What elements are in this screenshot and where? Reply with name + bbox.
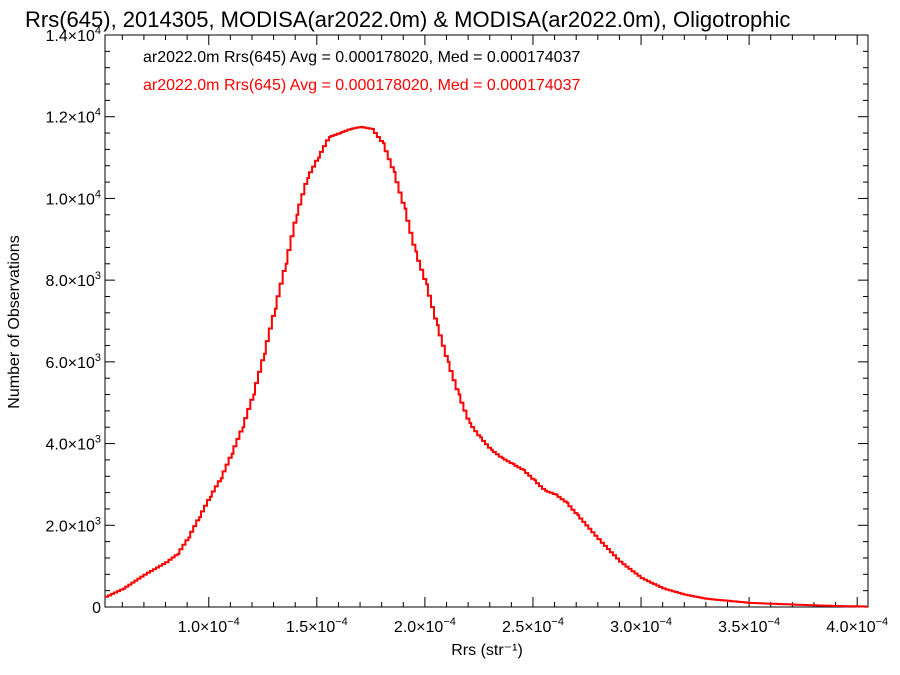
chart-title: Rrs(645), 2014305, MODISA(ar2022.0m) & M…	[25, 7, 790, 32]
y-tick-label: 4.0×103	[45, 434, 101, 454]
annotation-stats-black: ar2022.0m Rrs(645) Avg = 0.000178020, Me…	[143, 49, 580, 66]
histogram-series-line	[105, 125, 868, 608]
y-tick-label: 0	[92, 600, 101, 617]
y-tick-label: 2.0×103	[45, 515, 101, 535]
annotation-stats-red: ar2022.0m Rrs(645) Avg = 0.000178020, Me…	[143, 77, 580, 94]
y-axis: 0 2.0×103 4.0×103 6.0×103 8.0×103 1.0×104 1.2×…	[45, 25, 868, 617]
y-tick-label: 1.2×104	[45, 107, 101, 127]
plot-frame	[104, 34, 869, 608]
y-tick-label: 1.4×104	[45, 25, 101, 45]
x-tick-label: 1.5×10−4	[286, 616, 348, 636]
y-tick-label: 1.0×104	[45, 188, 101, 208]
x-tick-label: 3.0×10−4	[610, 616, 672, 636]
y-tick-label: 8.0×103	[45, 270, 101, 290]
x-tick-label: 4.0×10−4	[826, 616, 888, 636]
x-tick-label: 3.5×10−4	[718, 616, 780, 636]
x-tick-label: 2.5×10−4	[502, 616, 564, 636]
x-tick-label: 1.0×10−4	[178, 616, 240, 636]
y-axis-label: Number of Observations	[6, 235, 23, 408]
x-axis: 1.0×10−4 1.5×10−4 2.0×10−4 2.5×10−4 3.0×10−4…	[121, 35, 888, 636]
x-axis-label: Rrs (str⁻¹)	[451, 642, 523, 659]
y-tick-label: 6.0×103	[45, 352, 101, 372]
x-tick-label: 2.0×10−4	[394, 616, 456, 636]
